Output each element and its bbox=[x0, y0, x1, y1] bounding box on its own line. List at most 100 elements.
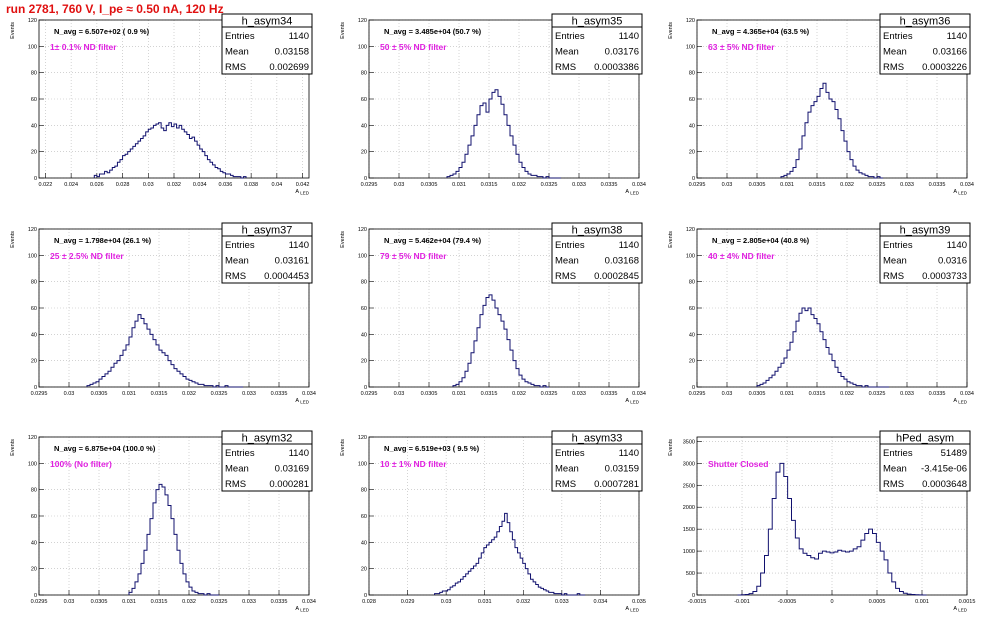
run-title: run 2781, 760 V, I_pe ≈ 0.50 nA, 120 Hz bbox=[6, 2, 224, 16]
stats-key: RMS bbox=[225, 62, 246, 73]
x-tick-label: 0.031 bbox=[452, 391, 466, 397]
stats-value: 0.03169 bbox=[275, 464, 309, 475]
x-axis-label: A LED bbox=[295, 606, 309, 613]
y-tick-label: 100 bbox=[28, 253, 37, 259]
x-tick-label: 0.032 bbox=[512, 391, 526, 397]
x-tick-label: -0.0005 bbox=[778, 599, 797, 605]
stats-box bbox=[551, 222, 643, 284]
stats-value: 1140 bbox=[619, 448, 639, 459]
navg-label: N_avg = 4.365e+04 (63.5 %) bbox=[712, 27, 810, 36]
y-tick-label: 80 bbox=[689, 71, 695, 77]
x-tick-label: 0.032 bbox=[167, 182, 181, 188]
x-tick-label: 0.032 bbox=[512, 182, 526, 188]
stats-value: 1140 bbox=[947, 240, 967, 251]
y-tick-label: 40 bbox=[31, 540, 37, 546]
y-tick-label: 0 bbox=[34, 593, 37, 599]
y-tick-label: 60 bbox=[361, 514, 367, 520]
stats-value: 0.03159 bbox=[605, 464, 639, 475]
y-tick-label: 120 bbox=[686, 18, 695, 24]
y-tick-label: 60 bbox=[31, 97, 37, 103]
stats-value: 0.0003386 bbox=[594, 62, 639, 73]
stats-value: 0.0003226 bbox=[922, 62, 967, 73]
stats-value: 0.0002845 bbox=[594, 271, 639, 282]
stats-key: RMS bbox=[555, 62, 576, 73]
y-tick-label: 40 bbox=[689, 123, 695, 129]
stats-key: Mean bbox=[555, 256, 579, 267]
x-tick-label: 0.0305 bbox=[749, 182, 766, 188]
histogram-line bbox=[93, 122, 247, 179]
y-axis-label: Events bbox=[668, 22, 674, 39]
y-tick-label: 0 bbox=[364, 176, 367, 182]
x-tick-label: 0.033 bbox=[242, 391, 256, 397]
filter-label: 79 ± 5% ND filter bbox=[380, 251, 447, 261]
x-tick-label: 0.03 bbox=[64, 391, 75, 397]
y-tick-label: 0 bbox=[692, 385, 695, 391]
x-tick-label: 0.03 bbox=[143, 182, 154, 188]
x-tick-label: 0.0305 bbox=[749, 391, 766, 397]
histogram-panel-h_asym33: 0 20 40 60 80 100 120 0.028 0.029 0.03 0.031 0.032 0… bbox=[340, 430, 646, 613]
histogram-line bbox=[86, 314, 243, 388]
x-axis-label: A LED bbox=[953, 189, 967, 196]
stats-key: Entries bbox=[883, 448, 913, 459]
stats-key: Mean bbox=[225, 256, 249, 267]
x-tick-label: 0.028 bbox=[116, 182, 130, 188]
x-tick-label: 0.034 bbox=[193, 182, 207, 188]
navg-label: N_avg = 2.805e+04 (40.8 %) bbox=[712, 236, 810, 245]
x-axis-label: A LED bbox=[625, 189, 639, 196]
y-axis-label: Events bbox=[10, 231, 16, 248]
x-tick-label: 0.0315 bbox=[809, 182, 826, 188]
navg-label: N_avg = 6.875e+04 (100.0 %) bbox=[54, 444, 156, 453]
stats-box bbox=[551, 430, 643, 492]
y-axis-label: Events bbox=[668, 231, 674, 248]
x-tick-label: 0.031 bbox=[452, 182, 466, 188]
x-tick-label: 0.033 bbox=[900, 391, 914, 397]
x-tick-label: 0.034 bbox=[632, 182, 646, 188]
x-tick-label: 0.033 bbox=[900, 182, 914, 188]
y-tick-label: 60 bbox=[689, 97, 695, 103]
stats-value: 0.002699 bbox=[269, 62, 309, 73]
stats-title: h_asym38 bbox=[572, 225, 623, 237]
stats-title: hPed_asym bbox=[896, 433, 954, 445]
stats-box bbox=[879, 13, 971, 75]
x-tick-label: 0.032 bbox=[840, 391, 854, 397]
stats-box bbox=[221, 13, 313, 75]
x-tick-label: 0.04 bbox=[271, 182, 282, 188]
x-axis-label: A LED bbox=[295, 189, 309, 196]
x-tick-label: 0.031 bbox=[780, 391, 794, 397]
x-tick-label: 0.031 bbox=[478, 599, 492, 605]
stats-key: Mean bbox=[883, 464, 907, 475]
filter-label: 25 ± 2.5% ND filter bbox=[50, 251, 124, 261]
x-tick-label: 0.042 bbox=[296, 182, 310, 188]
stats-key: Mean bbox=[555, 47, 579, 58]
x-tick-label: 0.03 bbox=[722, 182, 733, 188]
stats-key: Mean bbox=[225, 47, 249, 58]
filter-label: 1± 0.1% ND filter bbox=[50, 42, 117, 52]
histogram-line bbox=[780, 82, 883, 179]
y-tick-label: 40 bbox=[689, 332, 695, 338]
y-tick-label: 1000 bbox=[683, 549, 695, 555]
y-tick-label: 500 bbox=[686, 571, 695, 577]
y-tick-label: 100 bbox=[686, 253, 695, 259]
y-tick-label: 60 bbox=[361, 97, 367, 103]
x-tick-label: 0.0295 bbox=[361, 391, 378, 397]
y-tick-label: 1500 bbox=[683, 527, 695, 533]
x-tick-label: 0.0335 bbox=[271, 599, 288, 605]
y-tick-label: 0 bbox=[692, 593, 695, 599]
y-tick-label: 20 bbox=[31, 150, 37, 156]
stats-key: Entries bbox=[225, 31, 255, 42]
x-tick-label: 0.033 bbox=[572, 391, 586, 397]
x-tick-label: 0.034 bbox=[960, 182, 974, 188]
stats-key: Mean bbox=[883, 47, 907, 58]
stats-key: Mean bbox=[883, 256, 907, 267]
x-tick-label: 0.031 bbox=[122, 391, 136, 397]
stats-box bbox=[221, 430, 313, 492]
navg-label: N_avg = 6.507e+02 ( 0.9 %) bbox=[54, 27, 150, 36]
stats-value: 1140 bbox=[289, 448, 309, 459]
x-tick-label: 0.0325 bbox=[869, 391, 886, 397]
stats-value: 1140 bbox=[289, 240, 309, 251]
stats-box bbox=[551, 13, 643, 75]
histogram-panel-hPed_asym: 0 500 1000 1500 2000 2500 3000 3500 -0.0015 -0.00… bbox=[668, 430, 975, 613]
x-tick-label: 0.001 bbox=[915, 599, 929, 605]
x-tick-label: 0.0335 bbox=[929, 391, 946, 397]
x-tick-label: 0.026 bbox=[90, 182, 104, 188]
